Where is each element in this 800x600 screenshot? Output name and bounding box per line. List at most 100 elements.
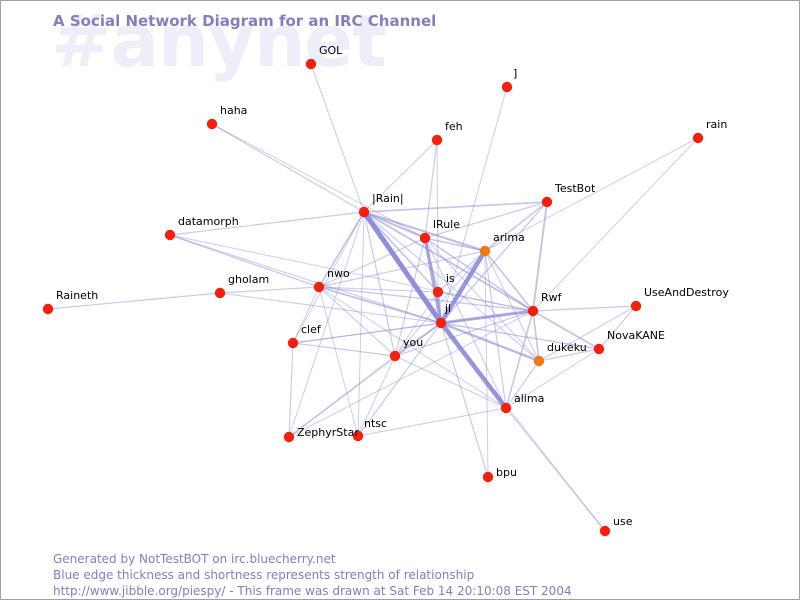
- graph-node[interactable]: [164, 229, 176, 241]
- graph-node[interactable]: [283, 431, 295, 443]
- graph-node[interactable]: [533, 355, 545, 367]
- graph-edge: [169, 234, 320, 288]
- graph-edge: [439, 309, 535, 325]
- graph-node[interactable]: [541, 196, 553, 208]
- graph-node[interactable]: [599, 525, 611, 537]
- graph-edge: [219, 292, 442, 324]
- footer-line-edge-legend: Blue edge thickness and shortness repres…: [53, 568, 475, 582]
- graph-edge: [484, 250, 534, 312]
- graph-edge: [505, 310, 534, 409]
- graph-node[interactable]: [692, 132, 704, 144]
- graph-edge: [357, 211, 365, 437]
- footer-line-generated-by: Generated by NotTestBOT on irc.bluecherr…: [53, 552, 336, 566]
- graph-edge: [318, 286, 439, 293]
- graph-edge: [440, 86, 508, 324]
- graph-edge: [532, 137, 699, 312]
- graph-node[interactable]: [305, 58, 317, 70]
- graph-edge: [169, 234, 534, 312]
- graph-node[interactable]: [527, 305, 539, 317]
- graph-node[interactable]: [482, 471, 494, 483]
- graph-edge: [292, 310, 534, 344]
- graph-edge: [394, 310, 534, 357]
- graph-edge: [394, 291, 439, 357]
- graph-edge: [363, 201, 548, 213]
- graph-node[interactable]: [500, 402, 512, 414]
- graph-edge: [436, 139, 439, 293]
- graph-edge: [357, 355, 396, 437]
- graph-edge: [318, 286, 396, 357]
- graph-edge: [505, 348, 600, 409]
- graph-edge: [484, 250, 489, 478]
- graph-edge: [440, 322, 489, 478]
- graph-node[interactable]: [593, 343, 605, 355]
- graph-edge: [424, 237, 540, 362]
- graph-edge: [394, 237, 426, 357]
- graph-edge: [211, 123, 365, 213]
- graph-edge: [363, 211, 396, 357]
- graph-edge: [357, 407, 507, 437]
- graph-edge: [288, 310, 534, 438]
- graph-node[interactable]: [435, 317, 447, 329]
- graph-node[interactable]: [389, 350, 401, 362]
- graph-edge: [363, 211, 439, 293]
- graph-edge: [484, 137, 699, 252]
- graph-edge: [357, 322, 442, 437]
- graph-edge: [424, 237, 534, 312]
- graph-node[interactable]: [501, 81, 513, 93]
- graph-edge: [47, 292, 221, 310]
- graph-edge: [438, 320, 509, 411]
- graph-edge: [363, 211, 534, 312]
- graph-edge: [437, 250, 486, 293]
- graph-edge: [532, 310, 540, 362]
- footer-caption: Generated by NotTestBOT on irc.bluecherr…: [53, 551, 572, 599]
- node-layer: [42, 58, 704, 537]
- graph-edge: [361, 209, 444, 326]
- graph-edge: [484, 201, 548, 252]
- graph-edge: [505, 407, 606, 532]
- graph-edge: [440, 322, 600, 350]
- graph-edge: [318, 237, 426, 288]
- graph-edge: [288, 211, 365, 438]
- graph-node[interactable]: [358, 206, 370, 218]
- graph-edge: [318, 286, 534, 312]
- graph-edge: [424, 201, 548, 239]
- graph-node[interactable]: [630, 300, 642, 312]
- graph-node[interactable]: [313, 281, 325, 293]
- graph-node[interactable]: [287, 337, 299, 349]
- footer-line-url-timestamp: http://www.jibble.org/piespy/ - This fra…: [53, 584, 572, 598]
- graph-edge: [318, 250, 486, 288]
- graph-edge: [538, 348, 600, 362]
- graph-edge: [363, 139, 438, 213]
- graph-node[interactable]: [431, 134, 443, 146]
- graph-node[interactable]: [42, 303, 54, 315]
- graph-edge: [318, 286, 359, 437]
- graph-edge: [288, 322, 442, 438]
- graph-edge: [424, 237, 439, 293]
- graph-edge: [363, 211, 426, 239]
- graph-node[interactable]: [352, 430, 364, 442]
- graph-edge: [505, 360, 540, 409]
- graph-edge: [598, 305, 637, 350]
- graph-edge: [484, 250, 507, 409]
- graph-edge: [538, 305, 637, 362]
- graph-node[interactable]: [206, 118, 218, 130]
- graph-edge: [288, 342, 294, 438]
- graph-edge: [169, 234, 442, 324]
- graph-edge: [394, 322, 442, 357]
- graph-edge: [438, 248, 488, 326]
- graph-edge: [363, 211, 486, 252]
- graph-edge: [532, 310, 600, 350]
- graph-node[interactable]: [419, 232, 431, 244]
- graph-edge: [363, 211, 540, 362]
- graph-edge: [318, 286, 507, 409]
- graph-edge: [424, 237, 507, 409]
- graph-edge: [318, 211, 365, 288]
- graph-edge: [169, 211, 365, 236]
- graph-node[interactable]: [479, 245, 491, 257]
- graph-edge: [532, 305, 637, 312]
- graph-node[interactable]: [432, 286, 444, 298]
- graph-edge: [211, 123, 426, 239]
- graph-node[interactable]: [214, 287, 226, 299]
- graph-edge: [310, 63, 365, 213]
- page-title: A Social Network Diagram for an IRC Chan…: [53, 12, 437, 30]
